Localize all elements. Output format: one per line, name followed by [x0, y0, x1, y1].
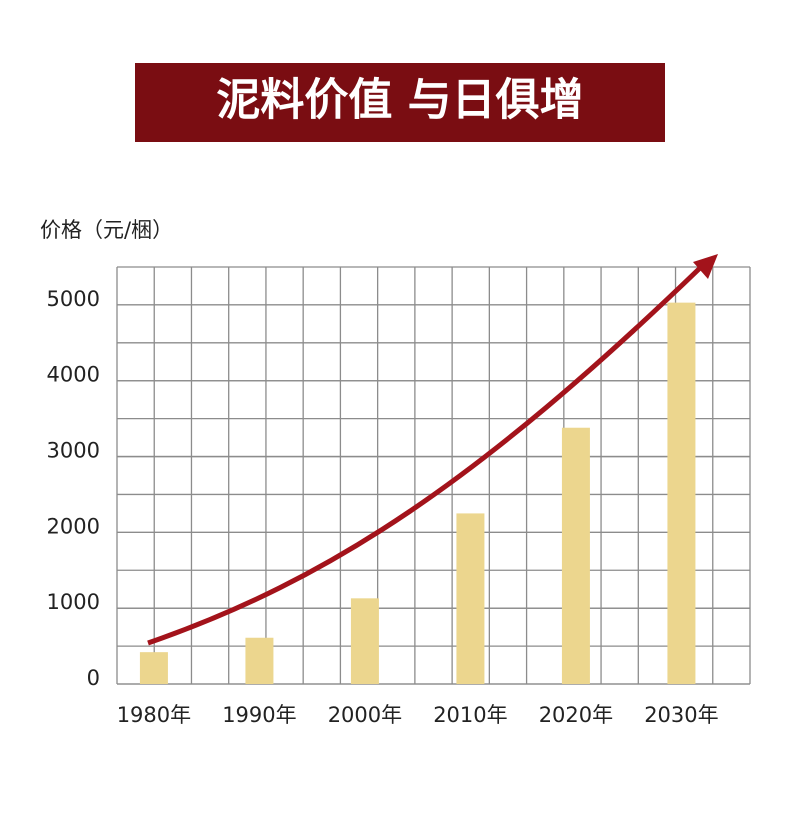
- grid: 0 1000 2000 3000 4000 5000 1980年 1990年 2000年 2010…: [47, 266, 751, 727]
- bars: [139, 302, 696, 684]
- x-tick-label: 2010年: [433, 703, 507, 727]
- bar: [561, 427, 590, 684]
- y-tick-label: 4000: [47, 363, 100, 387]
- y-tick-label: 5000: [47, 287, 100, 311]
- bar: [139, 652, 168, 684]
- x-tick-label: 1990年: [222, 703, 296, 727]
- y-tick-label: 0: [87, 666, 100, 690]
- bar: [456, 513, 485, 684]
- y-axis-label: 价格（元/梱）: [40, 218, 173, 242]
- chart-title: 泥料价值 与日俱增: [216, 75, 583, 126]
- y-tick-label: 2000: [47, 514, 100, 538]
- x-tick-label: 2000年: [328, 703, 402, 727]
- y-tick-label: 3000: [47, 439, 100, 463]
- bar: [245, 637, 274, 684]
- x-tick-label: 2020年: [539, 703, 613, 727]
- arrow-head: [693, 254, 718, 279]
- bar: [667, 302, 696, 684]
- title-box: [135, 63, 665, 142]
- trend-arrow: [147, 266, 702, 646]
- y-tick-label: 1000: [47, 590, 100, 614]
- x-tick-label: 2030年: [644, 703, 718, 727]
- bar: [350, 598, 379, 684]
- x-tick-label: 1980年: [117, 703, 191, 727]
